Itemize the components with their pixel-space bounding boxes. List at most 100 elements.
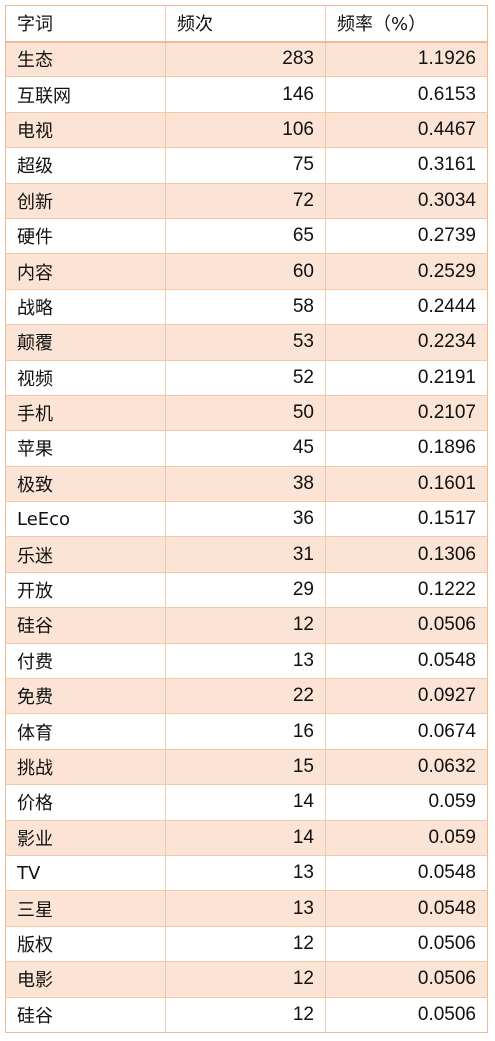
cell-count: 72 (165, 182, 326, 219)
table-row: 硅谷 12 0.0506 (5, 996, 488, 1033)
cell-word: 影业 (5, 819, 166, 856)
cell-word: TV (5, 854, 166, 891)
cell-frequency: 0.0927 (325, 678, 488, 714)
cell-count: 38 (165, 465, 326, 502)
cell-frequency: 0.059 (325, 819, 488, 856)
cell-frequency: 0.1517 (325, 501, 488, 537)
cell-count: 283 (165, 40, 326, 77)
cell-frequency: 0.0506 (325, 961, 488, 998)
cell-frequency: 0.0632 (325, 748, 488, 785)
cell-word: 战略 (5, 288, 166, 325)
cell-word: 开放 (5, 571, 166, 608)
header-count: 频次 (165, 5, 326, 43)
cell-count: 12 (165, 996, 326, 1033)
cell-word: 三星 (5, 890, 166, 927)
table-row: 开放 29 0.1222 (5, 571, 488, 608)
table-row: 乐迷 31 0.1306 (5, 536, 488, 573)
cell-word: 硅谷 (5, 996, 166, 1033)
cell-word: LeEco (5, 501, 166, 537)
cell-count: 65 (165, 217, 326, 254)
cell-frequency: 1.1926 (325, 40, 488, 77)
cell-count: 60 (165, 253, 326, 290)
cell-frequency: 0.0548 (325, 854, 488, 891)
cell-count: 16 (165, 713, 326, 750)
table-row: 挑战 15 0.0632 (5, 748, 488, 785)
cell-count: 12 (165, 961, 326, 998)
word-frequency-table: 字词 频次 频率（%） 生态 283 1.1926 互联网 146 0.6153 电视 106… (5, 5, 488, 1033)
table-row: LeEco 36 0.1517 (5, 501, 488, 537)
cell-frequency: 0.2739 (325, 217, 488, 254)
cell-word: 硅谷 (5, 607, 166, 644)
header-word: 字词 (5, 5, 166, 43)
cell-count: 58 (165, 288, 326, 325)
table-row: 免费 22 0.0927 (5, 678, 488, 714)
cell-frequency: 0.2234 (325, 324, 488, 361)
header-row: 字词 频次 频率（%） (5, 5, 488, 43)
cell-count: 52 (165, 359, 326, 396)
cell-frequency: 0.2444 (325, 288, 488, 325)
cell-word: 视频 (5, 359, 166, 396)
cell-word: 颠覆 (5, 324, 166, 361)
cell-word: 手机 (5, 394, 166, 431)
table-header: 字词 频次 频率（%） (5, 5, 488, 43)
table-row: 互联网 146 0.6153 (5, 76, 488, 113)
cell-count: 146 (165, 76, 326, 113)
cell-count: 13 (165, 854, 326, 891)
cell-frequency: 0.2107 (325, 394, 488, 431)
cell-word: 版权 (5, 925, 166, 962)
cell-word: 电影 (5, 961, 166, 998)
header-frequency: 频率（%） (325, 5, 488, 43)
cell-count: 14 (165, 819, 326, 856)
cell-word: 乐迷 (5, 536, 166, 573)
cell-word: 超级 (5, 147, 166, 184)
cell-count: 15 (165, 748, 326, 785)
cell-frequency: 0.1601 (325, 465, 488, 502)
cell-frequency: 0.1896 (325, 430, 488, 467)
table-body: 生态 283 1.1926 互联网 146 0.6153 电视 106 0.4467 超级 75 0.… (5, 40, 488, 1033)
cell-count: 14 (165, 784, 326, 821)
table-row: 价格 14 0.059 (5, 784, 488, 821)
table-row: 颠覆 53 0.2234 (5, 324, 488, 361)
cell-count: 12 (165, 607, 326, 644)
cell-frequency: 0.059 (325, 784, 488, 821)
cell-word: 极致 (5, 465, 166, 502)
cell-count: 31 (165, 536, 326, 573)
cell-word: 内容 (5, 253, 166, 290)
table-row: 硅谷 12 0.0506 (5, 607, 488, 644)
cell-count: 53 (165, 324, 326, 361)
cell-word: 体育 (5, 713, 166, 750)
table-row: 生态 283 1.1926 (5, 40, 488, 77)
cell-count: 22 (165, 678, 326, 714)
table-row: 体育 16 0.0674 (5, 713, 488, 750)
table-row: 影业 14 0.059 (5, 819, 488, 856)
cell-frequency: 0.0548 (325, 642, 488, 679)
cell-count: 36 (165, 501, 326, 537)
table-row: 创新 72 0.3034 (5, 182, 488, 219)
table-row: 付费 13 0.0548 (5, 642, 488, 679)
cell-word: 苹果 (5, 430, 166, 467)
cell-word: 电视 (5, 111, 166, 148)
cell-frequency: 0.0548 (325, 890, 488, 927)
cell-word: 挑战 (5, 748, 166, 785)
cell-count: 106 (165, 111, 326, 148)
table-row: 内容 60 0.2529 (5, 253, 488, 290)
table-row: 电影 12 0.0506 (5, 961, 488, 998)
cell-word: 生态 (5, 40, 166, 77)
cell-count: 29 (165, 571, 326, 608)
cell-frequency: 0.2191 (325, 359, 488, 396)
cell-count: 13 (165, 642, 326, 679)
cell-frequency: 0.6153 (325, 76, 488, 113)
cell-word: 免费 (5, 678, 166, 714)
cell-word: 创新 (5, 182, 166, 219)
cell-count: 50 (165, 394, 326, 431)
table-row: 三星 13 0.0548 (5, 890, 488, 927)
cell-word: 互联网 (5, 76, 166, 113)
cell-frequency: 0.1306 (325, 536, 488, 573)
cell-frequency: 0.2529 (325, 253, 488, 290)
cell-frequency: 0.0506 (325, 925, 488, 962)
cell-word: 付费 (5, 642, 166, 679)
cell-frequency: 0.0506 (325, 607, 488, 644)
table-row: 超级 75 0.3161 (5, 147, 488, 184)
table-row: 版权 12 0.0506 (5, 925, 488, 962)
cell-word: 硬件 (5, 217, 166, 254)
